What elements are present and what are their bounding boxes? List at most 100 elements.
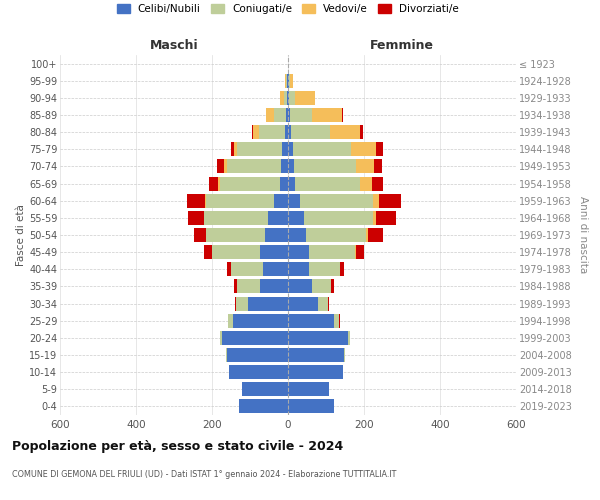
Bar [330,125,360,139]
Bar [371,176,383,190]
Bar [227,262,231,276]
Bar [288,176,295,190]
Bar [288,211,304,225]
Bar [287,91,288,105]
Bar [334,314,339,328]
Bar [283,142,288,156]
Bar [288,108,290,122]
Bar [339,314,340,328]
Bar [340,262,344,276]
Bar [212,245,260,259]
Bar [311,280,331,293]
Y-axis label: Fasce di età: Fasce di età [16,204,26,266]
Bar [366,228,368,242]
Bar [288,245,309,259]
Bar [236,296,248,310]
Y-axis label: Anni di nascita: Anni di nascita [578,196,589,274]
Bar [306,228,366,242]
Bar [373,194,379,207]
Bar [288,160,294,173]
Bar [205,245,212,259]
Bar [205,211,268,225]
Bar [187,194,205,207]
Bar [218,176,220,190]
Bar [288,382,329,396]
Legend: Celibi/Nubili, Coniugati/e, Vedovi/e, Divorziati/e: Celibi/Nubili, Coniugati/e, Vedovi/e, Di… [117,4,459,14]
Bar [268,211,288,225]
Bar [229,314,233,328]
Bar [288,74,289,88]
Bar [356,245,364,259]
Bar [227,348,288,362]
Bar [290,108,312,122]
Bar [226,348,227,362]
Text: Popolazione per età, sesso e stato civile - 2024: Popolazione per età, sesso e stato civil… [12,440,343,453]
Bar [314,91,316,105]
Bar [360,176,371,190]
Bar [295,91,314,105]
Bar [235,296,236,310]
Bar [274,108,286,122]
Text: Femmine: Femmine [370,38,434,52]
Bar [263,262,288,276]
Bar [235,280,238,293]
Bar [348,331,350,345]
Bar [229,365,288,379]
Bar [233,142,238,156]
Bar [309,262,340,276]
Bar [312,108,343,122]
Bar [206,194,274,207]
Bar [274,194,288,207]
Bar [221,331,288,345]
Bar [373,211,376,225]
Bar [220,176,280,190]
Bar [224,160,227,173]
Bar [251,125,253,139]
Bar [288,348,344,362]
Bar [203,211,205,225]
Bar [205,194,206,207]
Bar [260,280,288,293]
Bar [248,296,288,310]
Bar [288,228,306,242]
Bar [285,74,286,88]
Bar [238,142,283,156]
Bar [238,280,260,293]
Bar [288,331,348,345]
Bar [209,176,218,190]
Bar [317,296,328,310]
Bar [288,400,334,413]
Bar [331,280,334,293]
Bar [227,314,229,328]
Bar [352,142,376,156]
Bar [288,314,334,328]
Bar [304,211,373,225]
Bar [373,160,382,173]
Bar [231,262,263,276]
Bar [220,331,221,345]
Bar [368,228,383,242]
Bar [233,314,288,328]
Bar [265,228,288,242]
Bar [289,74,290,88]
Bar [217,160,224,173]
Bar [280,91,284,105]
Bar [376,142,383,156]
Bar [291,125,330,139]
Bar [360,125,363,139]
Bar [295,176,360,190]
Bar [288,280,311,293]
Bar [288,365,343,379]
Bar [376,211,396,225]
Bar [260,245,288,259]
Text: COMUNE DI GEMONA DEL FRIULI (UD) - Dati ISTAT 1° gennaio 2024 - Elaborazione TUT: COMUNE DI GEMONA DEL FRIULI (UD) - Dati … [12,470,397,479]
Bar [328,296,329,310]
Bar [188,211,203,225]
Bar [206,228,265,242]
Bar [266,108,274,122]
Bar [288,125,291,139]
Bar [239,400,288,413]
Bar [289,91,295,105]
Bar [344,348,345,362]
Bar [356,160,373,173]
